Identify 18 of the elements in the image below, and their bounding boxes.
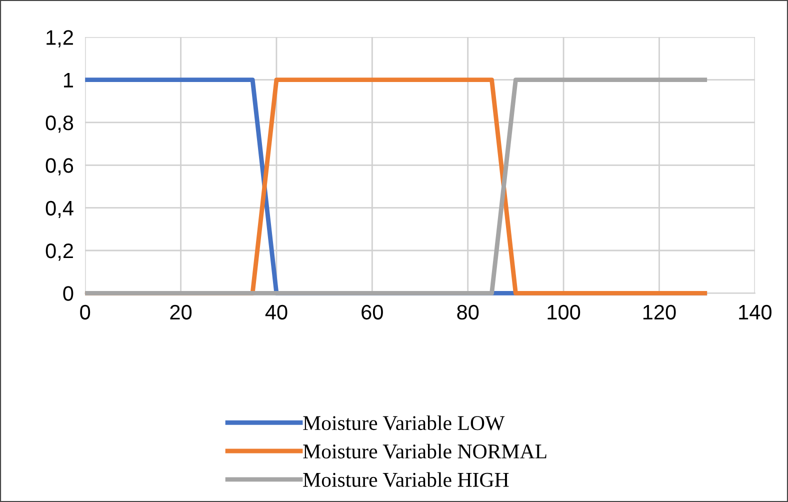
legend-label: Moisture Variable LOW [303, 415, 505, 430]
y-tick-label: 0,8 [46, 115, 74, 133]
x-tick-label: 140 [739, 304, 772, 320]
legend-label: Moisture Variable NORMAL [303, 444, 546, 459]
y-tick-label: 1,2 [46, 30, 73, 48]
y-tick-label: 0,2 [46, 244, 73, 261]
y-tick-label: 0,4 [46, 200, 74, 218]
legend-label: Moisture Variable HIGH [303, 472, 509, 488]
y-tick-label: 0,6 [46, 158, 74, 176]
y-tick-label: 1 [64, 73, 73, 88]
x-tick-label: 20 [170, 304, 192, 320]
x-tick-label: 0 [80, 304, 90, 320]
x-tick-label: 120 [643, 304, 676, 320]
x-tick-label: 60 [362, 304, 383, 320]
y-tick-label: 0 [63, 286, 74, 301]
x-tick-label: 40 [265, 304, 288, 320]
x-tick-label: 100 [548, 304, 580, 320]
x-tick-label: 80 [457, 304, 479, 320]
